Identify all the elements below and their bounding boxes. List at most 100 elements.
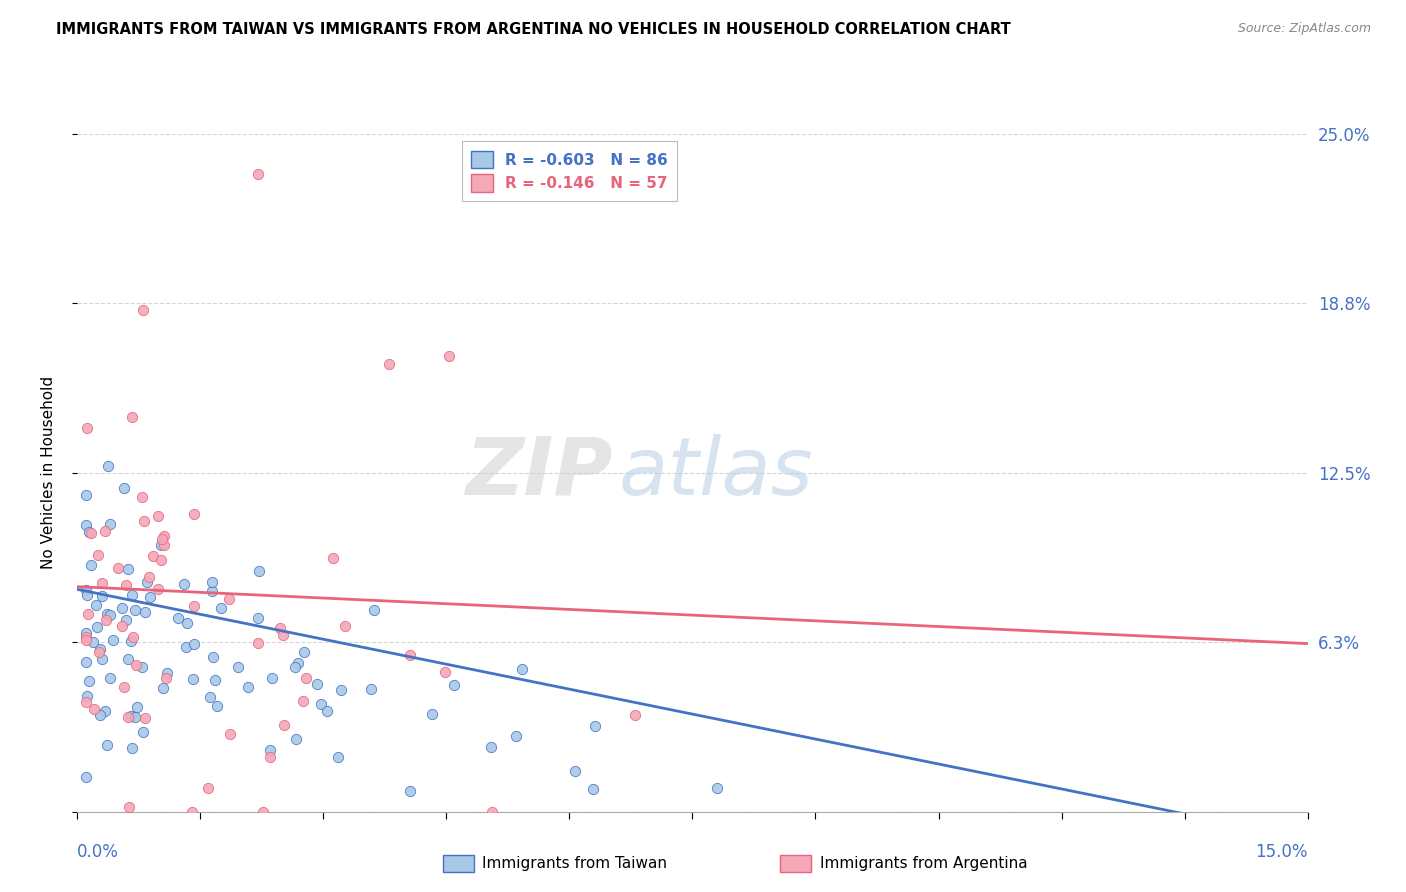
Point [77, 673, 100, 688]
Point [198, 690, 221, 705]
Point [153, 529, 176, 543]
Point [75, 655, 97, 669]
Text: IMMIGRANTS FROM TAIWAN VS IMMIGRANTS FROM ARGENTINA NO VEHICLES IN HOUSEHOLD COR: IMMIGRANTS FROM TAIWAN VS IMMIGRANTS FRO… [56, 22, 1011, 37]
Point [322, 550, 344, 565]
Point [111, 619, 134, 633]
Point [121, 410, 143, 425]
Point [333, 619, 356, 633]
Point [260, 671, 283, 685]
Point [211, 601, 233, 615]
Point [94, 613, 117, 627]
Text: Source: ZipAtlas.com: Source: ZipAtlas.com [1237, 22, 1371, 36]
Point [247, 564, 270, 578]
Point [139, 590, 162, 604]
Point [183, 507, 205, 521]
Point [131, 660, 153, 674]
Point [89, 645, 111, 659]
Point [150, 533, 173, 547]
Point [583, 719, 606, 733]
Point [75, 488, 97, 502]
Point [75, 632, 97, 647]
Point [246, 168, 269, 182]
Point [117, 709, 139, 723]
Point [155, 672, 177, 686]
Point [120, 634, 142, 648]
Point [149, 538, 172, 552]
Point [134, 605, 156, 619]
Point [138, 570, 160, 584]
Point [142, 549, 165, 563]
Point [115, 578, 138, 592]
Point [87, 549, 110, 563]
Point [91, 589, 114, 603]
Point [420, 707, 443, 722]
Point [98, 607, 121, 622]
Point [118, 799, 141, 814]
Point [443, 678, 465, 692]
Point [259, 743, 281, 757]
Point [80, 526, 103, 541]
Point [107, 561, 129, 575]
Point [94, 704, 117, 718]
Point [433, 665, 456, 679]
Point [89, 707, 111, 722]
Point [117, 562, 139, 576]
Point [259, 750, 281, 764]
Point [96, 458, 118, 473]
Text: Immigrants from Taiwan: Immigrants from Taiwan [482, 856, 668, 871]
Point [510, 662, 533, 676]
Point [83, 702, 105, 716]
Point [75, 630, 97, 644]
Point [112, 481, 135, 495]
Point [271, 628, 294, 642]
Point [75, 770, 97, 784]
Point [505, 729, 527, 743]
Point [236, 680, 259, 694]
Point [226, 660, 249, 674]
Point [124, 657, 146, 672]
Point [124, 710, 146, 724]
Point [197, 780, 219, 795]
Point [330, 683, 353, 698]
Point [378, 357, 401, 371]
Text: Immigrants from Argentina: Immigrants from Argentina [820, 856, 1028, 871]
Point [115, 613, 138, 627]
Point [76, 690, 98, 704]
Point [183, 599, 205, 613]
Text: atlas: atlas [619, 434, 814, 512]
Point [76, 607, 98, 621]
Point [89, 641, 111, 656]
Point [132, 725, 155, 739]
Point [284, 659, 307, 673]
Point [326, 749, 349, 764]
Point [174, 640, 197, 654]
Point [204, 673, 226, 687]
Point [148, 508, 170, 523]
Point [91, 652, 114, 666]
Point [292, 645, 315, 659]
Point [564, 764, 586, 779]
Y-axis label: No Vehicles in Household: No Vehicles in Household [42, 376, 56, 569]
Point [360, 682, 382, 697]
Point [315, 704, 337, 718]
Point [90, 576, 112, 591]
Point [481, 805, 503, 819]
Point [284, 731, 307, 746]
Point [309, 697, 332, 711]
Point [181, 805, 204, 819]
Point [246, 636, 269, 650]
Point [75, 695, 97, 709]
Point [75, 583, 97, 598]
Point [183, 637, 205, 651]
Point [247, 611, 270, 625]
Point [273, 718, 295, 732]
Point [80, 558, 103, 573]
Point [202, 649, 225, 664]
Point [121, 630, 143, 644]
Point [269, 621, 291, 635]
Point [134, 711, 156, 725]
Point [205, 699, 228, 714]
Point [287, 656, 309, 670]
Point [148, 582, 170, 596]
Point [134, 514, 156, 528]
